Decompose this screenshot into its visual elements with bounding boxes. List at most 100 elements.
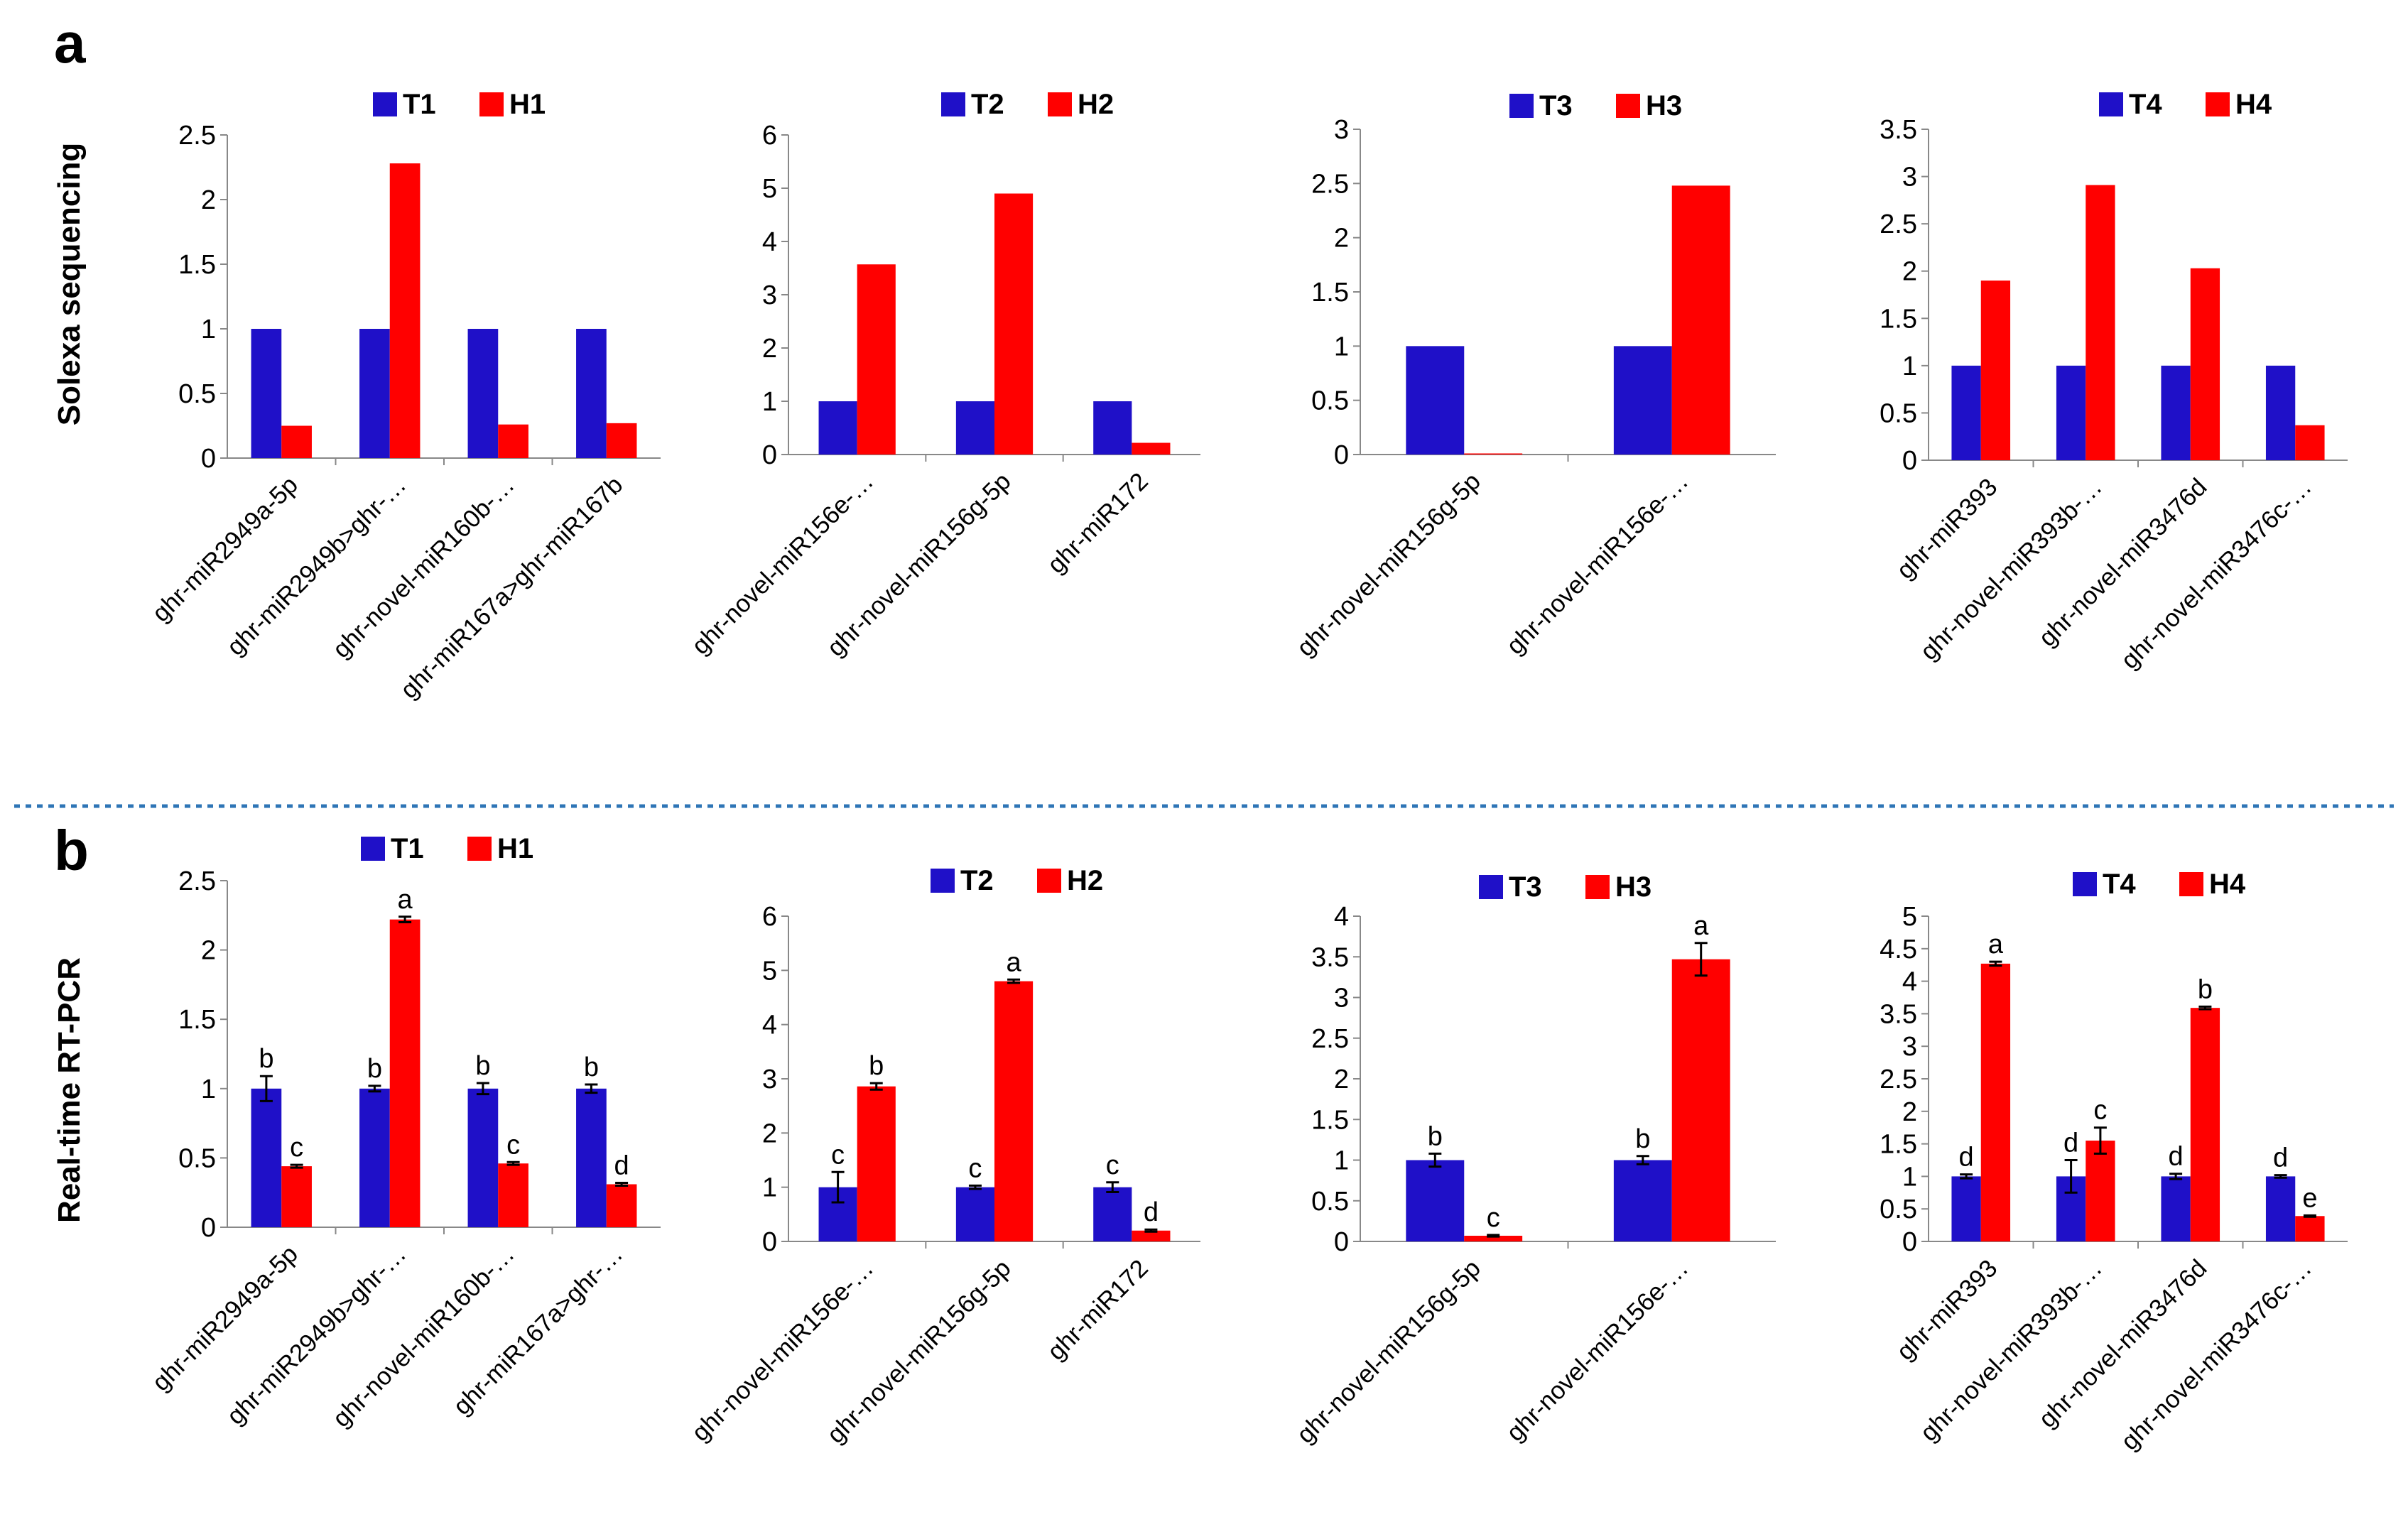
legend-swatch-T4 [2073,872,2097,896]
y-tick-label: 0 [762,440,777,470]
legend-swatch-T1 [373,92,397,116]
bar-T1-2 [467,329,499,458]
y-tick-label: 0.5 [178,1143,216,1173]
bar-T1-3 [576,329,607,458]
y-tick-label: 0 [1902,1227,1917,1257]
bar-T3-1 [1613,346,1672,455]
significance-letter: b [1635,1124,1650,1154]
bar-T1-0 [251,1088,282,1227]
significance-letter: e [2302,1183,2317,1213]
bar-H1-2 [498,1163,528,1227]
significance-letter: b [367,1054,382,1084]
bar-T3-1 [1613,1160,1672,1241]
legend-label-H2: H2 [1078,89,1114,120]
bar-T2-2 [1093,401,1132,455]
bar-T3-0 [1406,346,1465,455]
category-label: ghr-miR393 [1892,473,2003,584]
y-tick-label: 1.5 [178,250,216,280]
category-label: ghr-miR172 [1042,467,1154,579]
bar-H1-3 [606,1184,637,1227]
bar-H3-0 [1464,1235,1523,1241]
y-tick-label: 2 [201,185,216,215]
legend-swatch-H4 [2206,92,2230,116]
y-tick-label: 2.5 [178,121,216,151]
category-label: ghr-miR393 [1892,1254,2003,1366]
bar-H4-1 [2086,1141,2115,1241]
bar-H4-0 [1980,963,2011,1241]
category-label: ghr-miR167a>ghr-miR167b [395,471,628,704]
legend-swatch-T1 [361,837,385,861]
y-tick-label: 0 [1334,440,1349,470]
y-tick-label: 6 [762,121,777,151]
category-label: ghr-miR2949b>ghr-… [222,1240,412,1430]
y-tick-label: 2.5 [1880,1065,1917,1094]
chart-b-4: 00.511.522.5bcghr-miR2949a-5pbaghr-miR29… [147,833,661,1432]
panel-label-b: b [54,819,89,882]
y-tick-label: 2.5 [178,866,216,896]
significance-letter: b [1428,1121,1443,1151]
legend-label-H3: H3 [1615,871,1652,903]
bar-H4-3 [2295,1216,2325,1241]
bar-H2-2 [1132,1230,1171,1241]
y-tick-label: 0 [1334,1227,1349,1257]
significance-letter: d [1144,1197,1159,1227]
category-label: ghr-novel-miR393b-… [1915,1254,2108,1447]
y-tick-label: 0.5 [1311,386,1349,416]
significance-letter: b [584,1053,599,1082]
y-tick-label: 6 [762,902,777,932]
bar-H2-2 [1132,442,1171,455]
y-tick-label: 0.5 [1311,1187,1349,1217]
y-tick-label: 3 [1334,984,1349,1013]
bar-T1-3 [576,1088,607,1227]
legend-swatch-T4 [2099,92,2123,116]
y-tick-label: 2 [1334,1065,1349,1094]
legend-label-H1: H1 [509,89,546,120]
y-tick-label: 4 [762,227,777,257]
legend-swatch-H2 [1037,869,1061,893]
bar-H1-1 [389,919,421,1227]
significance-letter: b [869,1051,884,1081]
bar-T4-2 [2161,365,2191,460]
significance-letter: c [1106,1151,1119,1180]
legend-label-H2: H2 [1067,865,1103,896]
chart-a-3: 00.511.522.533.5ghr-miR393ghr-novel-miR3… [1880,89,2348,674]
y-tick-label: 5 [1902,902,1917,932]
y-tick-label: 1.5 [178,1005,216,1035]
bar-T2-2 [1093,1187,1132,1241]
significance-letter: c [506,1130,520,1160]
y-tick-label: 1.5 [1311,278,1349,308]
legend-label-H3: H3 [1646,90,1682,121]
y-tick-label: 0.5 [1880,1195,1917,1224]
category-label: ghr-novel-miR156e-… [1501,1254,1693,1447]
bar-H4-1 [2086,185,2115,460]
y-tick-label: 4 [1902,967,1917,997]
bar-H1-1 [389,163,421,459]
y-tick-label: 3.5 [1880,115,1917,145]
significance-letter: c [2093,1096,2107,1126]
bar-H1-2 [498,424,528,458]
category-label: ghr-miR172 [1042,1254,1154,1366]
legend-label-H1: H1 [497,833,533,864]
category-label: ghr-novel-miR160b-… [327,471,520,663]
y-tick-label: 1 [201,315,216,344]
bar-H1-0 [281,425,312,458]
bar-T1-1 [359,329,390,458]
legend-swatch-H1 [467,837,492,861]
legend-label-T4: T4 [2129,89,2162,120]
y-tick-label: 1 [1902,352,1917,381]
y-tick-label: 0.5 [1880,398,1917,428]
row-a-ylabel: Solexa sequencing [52,143,87,426]
significance-letter: a [1988,930,2004,959]
y-tick-label: 2 [201,936,216,966]
y-tick-label: 1 [1334,332,1349,361]
bar-T4-0 [1951,1176,1981,1241]
bar-H1-0 [281,1166,312,1227]
legend-label-T2: T2 [971,89,1004,120]
y-tick-label: 1 [201,1075,216,1104]
category-label: ghr-miR2949b>ghr-… [222,471,412,661]
y-tick-label: 1 [1334,1146,1349,1176]
bar-T2-1 [955,401,994,455]
y-tick-label: 1 [762,1173,777,1203]
